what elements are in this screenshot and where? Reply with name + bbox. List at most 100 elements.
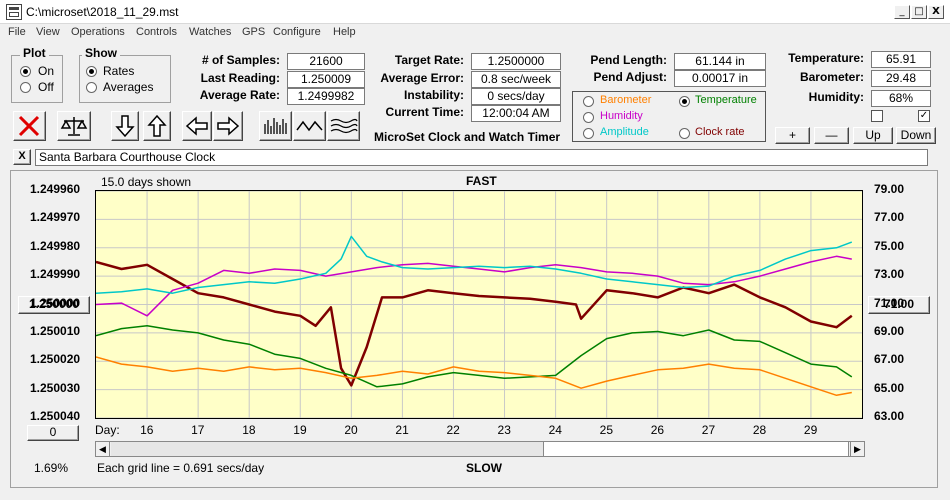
show-averages-label: Averages [103, 80, 154, 94]
plus-button[interactable]: + [775, 127, 810, 144]
amplitude-option-label: Amplitude [600, 126, 649, 138]
last-reading-field: 1.250009 [287, 71, 365, 88]
menu-view[interactable]: View [36, 26, 60, 38]
arrow-down-button[interactable] [111, 111, 139, 141]
clock-rate-radio[interactable] [679, 128, 690, 139]
pend-length-field[interactable]: 61.144 in [674, 53, 766, 70]
minimize-button[interactable]: _ [894, 5, 910, 19]
zero-button[interactable]: 0 [27, 425, 79, 441]
x-tick-label: 26 [650, 423, 665, 437]
plot-on-label: On [38, 64, 55, 78]
arrow-right-icon [217, 116, 240, 136]
y-right-tick-label: 79.00 [874, 182, 905, 196]
plot-on-radio[interactable] [20, 66, 31, 77]
menu-operations[interactable]: Operations [71, 26, 125, 38]
y-left-tick-label: 1.250020 [30, 352, 81, 367]
down-button[interactable]: Down [896, 127, 936, 144]
pend-length-label: Pend Length: [590, 53, 667, 67]
bar-chart-button[interactable] [259, 111, 292, 141]
y-left-tick-label: 1.249970 [30, 210, 81, 225]
day-label: Day: [95, 423, 120, 437]
arrow-left-button[interactable] [182, 111, 212, 141]
y-right-tick-label: 77.00 [874, 210, 905, 225]
app-caption: MicroSet Clock and Watch Timer [374, 130, 561, 144]
y-left-tick-label: 1.249960 [30, 182, 81, 196]
menu-help[interactable]: Help [333, 26, 356, 38]
multi-wave-button[interactable] [327, 111, 360, 141]
show-averages-radio[interactable] [86, 82, 97, 93]
last-reading-label: Last Reading: [200, 71, 280, 85]
x-tick-label: 23 [497, 423, 511, 437]
y-right-tick-label: 73.00 [874, 267, 905, 282]
arrow-right-button[interactable] [213, 111, 243, 141]
chart-plot-area [95, 190, 863, 419]
current-time-label: Current Time: [385, 105, 464, 119]
scroll-track[interactable] [111, 442, 543, 456]
pend-adjust-field[interactable]: 0.00017 in [674, 70, 766, 87]
wave-button[interactable] [293, 111, 326, 141]
clear-button[interactable] [13, 111, 46, 141]
clock-name-close-button[interactable]: X [13, 149, 31, 165]
series-line-humidity [96, 255, 852, 317]
menu-gps[interactable]: GPS [242, 26, 266, 38]
chart-scrollbar[interactable]: ◀ ▶ [95, 441, 865, 457]
arrow-up-button[interactable] [143, 111, 171, 141]
y-right-tick-label: 63.00 [874, 409, 905, 423]
checkbox-1[interactable] [871, 110, 883, 122]
left-axis-button[interactable]: 1.250000 [18, 296, 90, 314]
target-rate-field[interactable]: 1.2500000 [471, 53, 561, 70]
show-rates-radio[interactable] [86, 66, 97, 77]
barometer-radio[interactable] [583, 96, 594, 107]
samples-label: # of Samples: [201, 53, 280, 67]
clock-name-field[interactable]: Santa Barbara Courthouse Clock [35, 149, 928, 166]
y-left-tick-label: 1.249980 [30, 238, 81, 253]
sensor-option-box [572, 91, 766, 142]
clear-x-icon [18, 115, 40, 137]
show-group-title: Show [82, 46, 120, 60]
temperature-label: Temperature: [788, 51, 864, 65]
temperature-field: 65.91 [871, 51, 931, 68]
average-rate-field: 1.2499982 [287, 88, 365, 105]
scroll-right-icon[interactable]: ▶ [850, 442, 864, 456]
show-rates-label: Rates [103, 64, 135, 78]
scroll-thumb[interactable] [543, 442, 849, 456]
bar-chart-icon [264, 118, 287, 134]
temperature-radio[interactable] [679, 96, 690, 107]
minus-button[interactable]: — [814, 127, 849, 144]
plot-off-label: Off [38, 80, 54, 94]
average-rate-label: Average Rate: [199, 88, 280, 102]
balance-button[interactable] [57, 111, 91, 141]
y-right-tick-label: 71.00 [874, 295, 905, 310]
scroll-left-icon[interactable]: ◀ [96, 442, 110, 456]
plot-group [11, 55, 63, 103]
checkbox-2[interactable]: ✓ [918, 110, 930, 122]
menu-watches[interactable]: Watches [189, 26, 232, 38]
slow-label: SLOW [466, 461, 502, 475]
up-button[interactable]: Up [853, 127, 893, 144]
x-tick-label: 17 [191, 423, 205, 437]
plot-off-radio[interactable] [20, 82, 31, 93]
humidity-radio[interactable] [583, 112, 594, 123]
multi-wave-icon [330, 118, 358, 134]
menu-configure[interactable]: Configure [273, 26, 321, 38]
y-right-tick-label: 65.00 [874, 380, 905, 395]
target-rate-label: Target Rate: [394, 53, 464, 67]
grid-note: Each grid line = 0.691 secs/day [97, 461, 265, 475]
x-tick-label: 16 [140, 423, 154, 437]
right-axis-button[interactable]: 71.00 [868, 296, 930, 314]
x-tick-label: 21 [395, 423, 409, 437]
humidity-option-label: Humidity [600, 110, 643, 122]
wave-icon [296, 120, 323, 132]
maximize-button[interactable]: □ [911, 5, 927, 19]
x-tick-label: 28 [752, 423, 767, 437]
days-shown-label: 15.0 days shown [101, 175, 192, 189]
arrow-up-icon [147, 114, 167, 137]
y-left-tick-label: 1.250010 [30, 323, 81, 338]
app-icon [6, 4, 22, 20]
x-tick-label: 19 [293, 423, 307, 437]
menu-controls[interactable]: Controls [136, 26, 177, 38]
amplitude-radio[interactable] [583, 128, 594, 139]
close-button[interactable]: X [928, 5, 944, 19]
menu-file[interactable]: File [8, 26, 26, 38]
y-right-tick-label: 75.00 [874, 238, 905, 253]
